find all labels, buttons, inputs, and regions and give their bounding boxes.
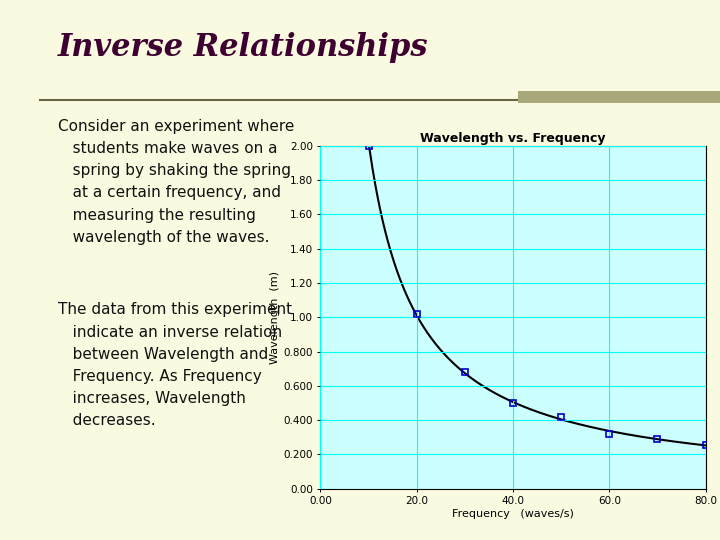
Text: The data from this experiment
   indicate an inverse relation
   between Wavelen: The data from this experiment indicate a…	[58, 302, 292, 428]
Title: Wavelength vs. Frequency: Wavelength vs. Frequency	[420, 132, 606, 145]
Text: Inverse Relationships: Inverse Relationships	[58, 32, 428, 63]
Y-axis label: Wavelength  (m): Wavelength (m)	[271, 271, 281, 364]
X-axis label: Frequency   (waves/s): Frequency (waves/s)	[452, 509, 574, 519]
Text: Consider an experiment where
   students make waves on a
   spring by shaking th: Consider an experiment where students ma…	[58, 119, 294, 245]
